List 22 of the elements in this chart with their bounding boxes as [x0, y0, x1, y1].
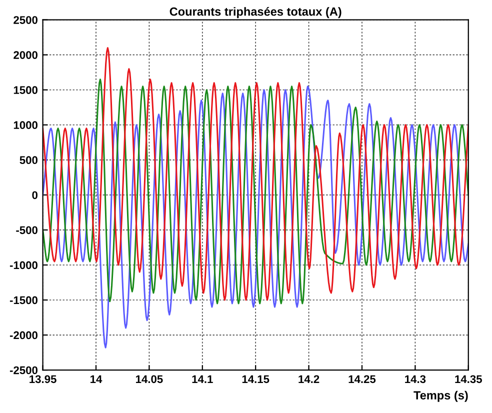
y-tick-label: -500 — [16, 226, 38, 234]
y-tick-label: 0 — [32, 191, 38, 200]
x-tick-label: 14.05 — [136, 375, 163, 384]
x-tick-label: 14.35 — [455, 375, 482, 384]
y-tick-label: 2000 — [14, 51, 38, 59]
x-tick-label: 14.1 — [192, 375, 213, 383]
y-tick-label: -2500 — [10, 366, 38, 374]
y-tick-label: 1500 — [14, 86, 38, 94]
y-tick-label: 1000 — [14, 121, 38, 130]
y-tick-label: -2000 — [10, 331, 38, 340]
x-tick-label: 14.25 — [348, 375, 376, 384]
chart-title: Courants triphasées totaux (A) — [170, 7, 342, 18]
x-tick-label: 14.3 — [405, 375, 426, 384]
x-tick-label: 14 — [90, 375, 102, 383]
x-tick-label: 14.2 — [298, 375, 320, 383]
x-tick-label: 13.95 — [30, 375, 56, 384]
y-tick-label: -1000 — [10, 261, 38, 270]
y-tick-label: 500 — [20, 156, 38, 164]
y-tick-label: -1500 — [10, 296, 38, 304]
x-axis-title: Temps (s) — [414, 390, 468, 402]
y-tick-label: 2500 — [14, 16, 38, 24]
x-tick-label: 14.15 — [242, 375, 270, 384]
